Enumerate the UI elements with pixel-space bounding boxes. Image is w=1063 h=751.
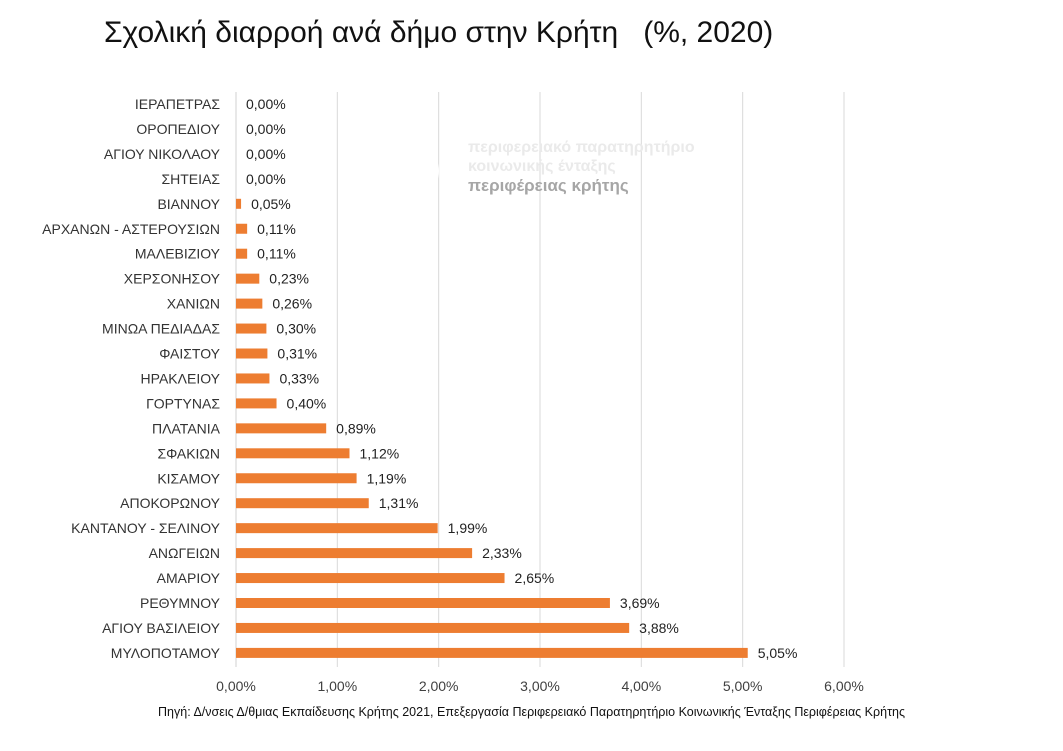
category-label: ΧΑΝΙΩΝ — [167, 296, 220, 312]
bar — [236, 273, 260, 284]
bar — [236, 523, 438, 534]
data-label: 2,33% — [482, 545, 522, 561]
category-label: ΣΦΑΚΙΩΝ — [157, 445, 220, 461]
watermark-line-2: κοινωνικής ένταξης — [468, 158, 616, 175]
category-label: ΓΟΡΤΥΝΑΣ — [146, 395, 220, 411]
bar — [236, 647, 748, 658]
category-label: ΒΙΑΝΝΟΥ — [157, 196, 220, 212]
category-label: ΣΗΤΕΙΑΣ — [161, 171, 220, 187]
data-label: 0,30% — [276, 321, 316, 337]
category-label: ΑΝΩΓΕΙΩΝ — [149, 545, 220, 561]
watermark-line-3: περιφέρειας κρήτης — [468, 176, 629, 195]
data-label: 1,31% — [379, 495, 419, 511]
data-label: 0,23% — [269, 271, 309, 287]
category-label: ΟΡΟΠΕΔΙΟΥ — [136, 121, 220, 137]
bar — [236, 223, 248, 234]
bar — [236, 323, 267, 334]
category-label: ΠΛΑΤΑΝΙΑ — [152, 420, 221, 436]
data-label: 0,00% — [246, 121, 286, 137]
category-label: ΧΕΡΣΟΝΗΣΟΥ — [124, 271, 221, 287]
category-label: ΜΙΝΩΑ ΠΕΔΙΑΔΑΣ — [102, 321, 220, 337]
data-label: 3,69% — [620, 595, 660, 611]
category-label: ΦΑΙΣΤΟΥ — [159, 346, 220, 362]
data-label: 0,05% — [251, 196, 291, 212]
bar — [236, 598, 610, 608]
bar — [236, 423, 327, 434]
data-label: 1,12% — [359, 445, 399, 461]
data-label: 2,65% — [515, 570, 555, 586]
x-tick-label: 0,00% — [216, 678, 256, 694]
category-label: ΑΡΧΑΝΩΝ - ΑΣΤΕΡΟΥΣΙΩΝ — [42, 221, 220, 237]
chart-title: Σχολική διαρροή ανά δήμο στην Κρήτη (%, … — [104, 16, 774, 49]
data-label: 0,33% — [279, 370, 319, 386]
bar — [236, 548, 473, 559]
observatory-logo-icon — [350, 143, 439, 199]
data-label: 0,31% — [277, 346, 317, 362]
category-label: ΚΑΝΤΑΝΟΥ - ΣΕΛΙΝΟΥ — [71, 520, 220, 536]
data-label: 0,00% — [246, 146, 286, 162]
category-label: ΚΙΣΑΜΟΥ — [157, 470, 220, 486]
category-label: ΑΓΙΟΥ ΝΙΚΟΛΑΟΥ — [104, 146, 221, 162]
bar — [236, 248, 248, 259]
data-label: 0,00% — [246, 171, 286, 187]
x-tick-label: 5,00% — [723, 678, 763, 694]
category-label: ΙΕΡΑΠΕΤΡΑΣ — [135, 96, 221, 112]
source-note: Πηγή: Δ/νσεις Δ/θμιας Εκπαίδευσης Κρήτης… — [158, 705, 905, 719]
data-label: 0,26% — [272, 296, 312, 312]
bar — [236, 622, 630, 633]
data-label: 1,99% — [448, 520, 488, 536]
category-label: ΑΓΙΟΥ ΒΑΣΙΛΕΙΟΥ — [102, 620, 221, 636]
data-label: 0,00% — [246, 96, 286, 112]
bar — [236, 473, 357, 484]
category-label: ΜΥΛΟΠΟΤΑΜΟΥ — [111, 645, 221, 661]
watermark-logo: περιφερειακό παρατηρητήριο κοινωνικής έν… — [350, 138, 750, 208]
category-label: ΗΡΑΚΛΕΙΟΥ — [141, 370, 221, 386]
category-label: ΜΑΛΕΒΙΖΙΟΥ — [135, 246, 221, 262]
bar — [236, 373, 270, 384]
category-label: ΑΜΑΡΙΟΥ — [157, 570, 221, 586]
watermark-text: περιφερειακό παρατηρητήριο κοινωνικής έν… — [468, 138, 758, 195]
x-tick-label: 2,00% — [419, 678, 459, 694]
category-label: ΑΠΟΚΟΡΩΝΟΥ — [120, 495, 220, 511]
data-label: 3,88% — [639, 620, 679, 636]
x-tick-label: 1,00% — [317, 678, 357, 694]
bar — [236, 348, 268, 359]
category-label: ΡΕΘΥΜΝΟΥ — [140, 595, 221, 611]
x-tick-label: 6,00% — [824, 678, 864, 694]
watermark-line-1: περιφερειακό παρατηρητήριο — [468, 139, 695, 156]
bar — [236, 448, 350, 459]
data-label: 0,11% — [257, 246, 296, 262]
bar — [236, 198, 242, 209]
bar — [236, 573, 505, 584]
bar — [236, 498, 369, 509]
x-tick-label: 3,00% — [520, 678, 560, 694]
bar — [236, 398, 277, 409]
x-tick-label: 4,00% — [621, 678, 661, 694]
data-label: 0,11% — [257, 221, 296, 237]
bar — [236, 298, 263, 309]
data-label: 5,05% — [758, 645, 798, 661]
data-label: 1,19% — [367, 470, 407, 486]
data-label: 0,89% — [336, 420, 376, 436]
data-label: 0,40% — [287, 395, 327, 411]
